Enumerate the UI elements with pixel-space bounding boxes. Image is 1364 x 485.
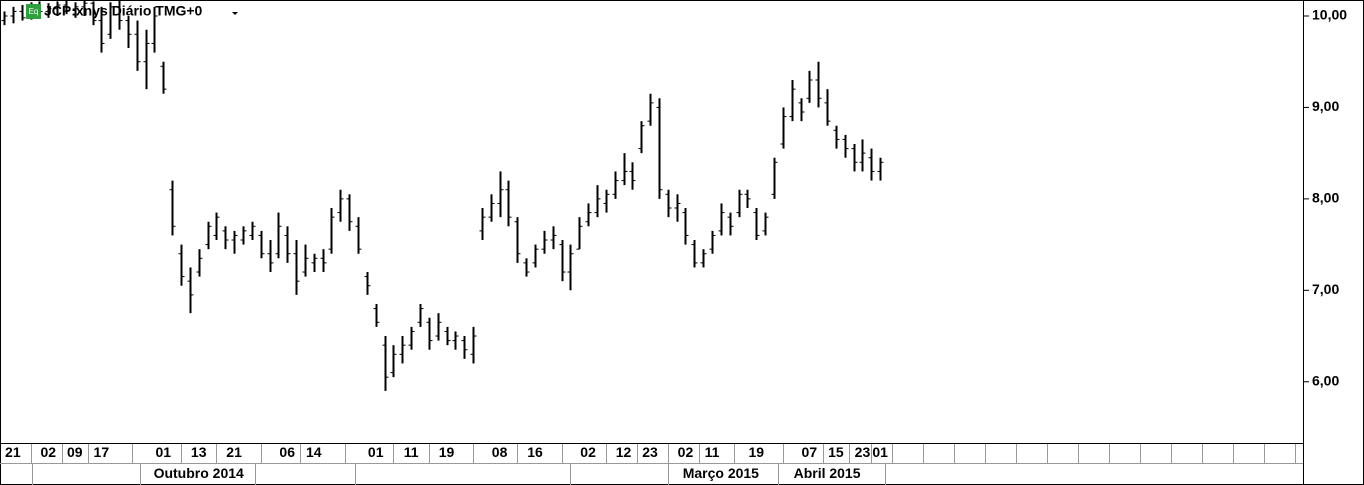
x-tick-label: 02 [580,444,596,460]
x-tick-label: 17 [94,444,110,460]
y-tick-label: 7,00 [1312,281,1339,297]
icon-text: Eq [29,7,39,16]
x-tick-label: 02 [678,444,694,460]
month-label: Abril 2015 [794,465,861,481]
y-tick-label: 9,00 [1312,98,1339,114]
symbol-icon [26,4,41,19]
x-tick-label: 02 [40,444,56,460]
month-label: Março 2015 [683,465,759,481]
x-tick-label: 01 [872,444,888,460]
x-tick-label: 21 [226,444,242,460]
x-tick-label: 21 [5,444,21,460]
chart-title: JCP:xnys Diário TMG+0 [44,3,203,19]
x-tick-label: 01 [368,444,384,460]
month-label: Outubro 2014 [154,465,244,481]
y-tick-label: 6,00 [1312,372,1339,388]
x-tick-label: 16 [527,444,543,460]
x-tick-label: 13 [191,444,207,460]
x-tick-label: 08 [492,444,508,460]
x-tick-label: 15 [828,444,844,460]
x-tick-label: 19 [748,444,764,460]
x-tick-label: 14 [306,444,322,460]
x-tick-label: 01 [156,444,172,460]
month-cells [32,463,886,485]
x-tick-label: 23 [855,444,871,460]
y-tick-label: 10,00 [1312,7,1347,23]
x-tick-label: 06 [279,444,295,460]
x-tick-label: 23 [642,444,658,460]
x-tick-label: 07 [802,444,818,460]
x-tick-label: 09 [67,444,83,460]
title-bar[interactable]: Eq JCP:xnys Diário TMG+0 [26,3,238,19]
y-tick-label: 8,00 [1312,190,1339,206]
x-tick-label: 12 [616,444,632,460]
x-tick-label: 19 [439,444,455,460]
x-tick-label: 11 [705,444,720,460]
dropdown-arrow [232,12,238,15]
x-tick-label: 11 [404,444,419,460]
